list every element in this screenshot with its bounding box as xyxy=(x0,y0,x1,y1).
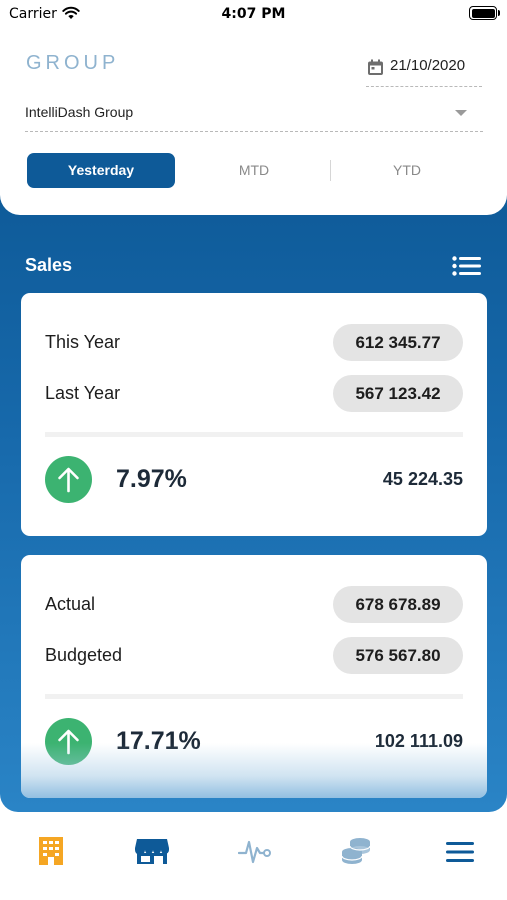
pulse-icon[interactable] xyxy=(237,837,278,867)
page-title: GROUP xyxy=(26,52,120,74)
building-icon[interactable] xyxy=(36,835,76,865)
card-divider xyxy=(45,432,463,437)
last-year-label: Last Year xyxy=(45,383,121,403)
header-card: GROUP 21/10/2020 IntelliDash Group Yeste… xyxy=(0,30,507,215)
wifi-icon xyxy=(62,5,80,24)
tab-mtd[interactable]: MTD xyxy=(238,162,270,178)
battery-icon xyxy=(469,6,500,20)
actual-value: 678 678.89 xyxy=(333,586,463,623)
coins-icon[interactable] xyxy=(340,836,380,866)
chevron-down-icon xyxy=(455,110,467,116)
group-dropdown[interactable]: IntelliDash Group xyxy=(25,100,483,132)
carrier-label: Carrier xyxy=(9,6,57,22)
budget-comparison-card[interactable]: Actual 678 678.89 Budgeted 576 567.80 17… xyxy=(21,555,487,798)
clock: 4:07 PM xyxy=(221,6,286,22)
section-title-sales: Sales xyxy=(25,255,73,275)
this-year-label: This Year xyxy=(45,332,121,352)
actual-label: Actual xyxy=(45,594,96,614)
last-year-value: 567 123.42 xyxy=(333,375,463,412)
group-dropdown-value: IntelliDash Group xyxy=(25,104,134,120)
list-view-icon[interactable] xyxy=(452,256,481,276)
this-year-value: 612 345.77 xyxy=(333,324,463,361)
status-bar: Carrier 4:07 PM xyxy=(0,0,507,30)
store-icon[interactable] xyxy=(134,837,174,867)
budgeted-value: 576 567.80 xyxy=(333,637,463,674)
year-change-value: 45 224.35 xyxy=(382,469,463,489)
period-tabs: Yesterday MTD YTD xyxy=(27,153,483,188)
tab-ytd[interactable]: YTD xyxy=(393,162,421,178)
year-change-percent: 7.97% xyxy=(116,465,187,493)
tab-divider xyxy=(330,160,331,181)
budgeted-label: Budgeted xyxy=(45,645,123,665)
bottom-nav xyxy=(0,812,507,900)
menu-icon[interactable] xyxy=(446,841,486,871)
date-value: 21/10/2020 xyxy=(390,57,466,74)
date-picker[interactable]: 21/10/2020 xyxy=(366,56,482,87)
scroll-fade-overlay xyxy=(21,743,487,798)
year-comparison-card[interactable]: This Year 612 345.77 Last Year 567 123.4… xyxy=(21,293,487,536)
calendar-icon xyxy=(367,59,384,76)
card-divider xyxy=(45,694,463,699)
tab-yesterday[interactable]: Yesterday xyxy=(27,153,175,188)
arrow-up-icon xyxy=(45,456,92,503)
